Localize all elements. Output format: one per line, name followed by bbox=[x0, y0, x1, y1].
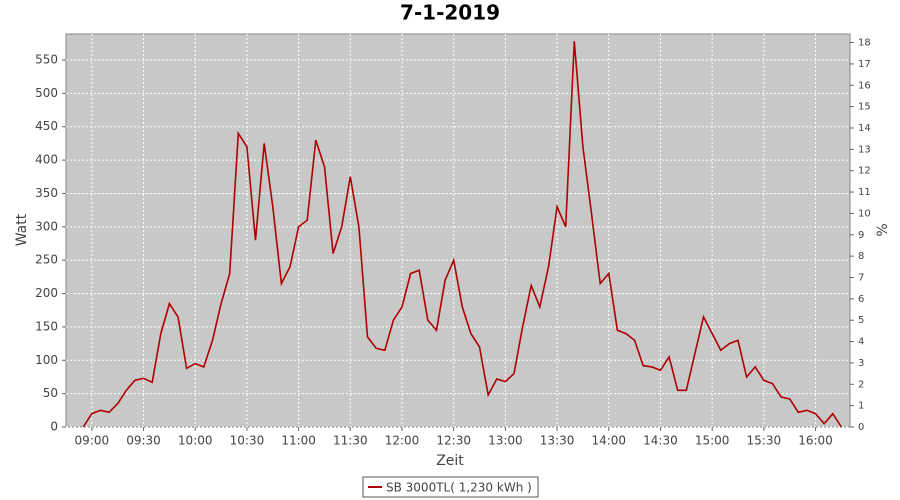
y2-tick-label: 13 bbox=[858, 144, 871, 155]
y-tick-label: 500 bbox=[35, 86, 58, 100]
y2-tick-label: 1 bbox=[858, 401, 864, 412]
y-tick-label: 200 bbox=[35, 286, 58, 300]
y2-tick-label: 7 bbox=[858, 272, 864, 283]
y-tick-label: 50 bbox=[43, 386, 58, 400]
y2-tick-label: 4 bbox=[858, 337, 864, 348]
x-tick-label: 15:00 bbox=[695, 434, 730, 448]
y2-tick-label: 18 bbox=[858, 38, 871, 49]
x-tick-label: 09:00 bbox=[75, 434, 110, 448]
y2-tick-label: 17 bbox=[858, 59, 871, 70]
y2-tick-label: 11 bbox=[858, 187, 871, 198]
x-tick-label: 09:30 bbox=[126, 434, 161, 448]
y-axis-label: Watt bbox=[14, 213, 30, 246]
y-tick-label: 150 bbox=[35, 319, 58, 333]
y2-tick-label: 2 bbox=[858, 379, 864, 390]
y2-tick-label: 5 bbox=[858, 315, 864, 326]
y-tick-label: 350 bbox=[35, 186, 58, 200]
x-tick-label: 11:30 bbox=[333, 434, 368, 448]
legend-box bbox=[362, 476, 539, 498]
y-tick-label: 250 bbox=[35, 253, 58, 267]
x-tick-label: 15:30 bbox=[747, 434, 782, 448]
x-tick-label: 16:00 bbox=[798, 434, 833, 448]
y2-tick-label: 10 bbox=[858, 208, 871, 219]
x-tick-label: 14:30 bbox=[643, 434, 678, 448]
x-axis-label: Zeit bbox=[436, 453, 464, 469]
x-tick-label: 12:30 bbox=[436, 434, 471, 448]
y2-tick-label: 14 bbox=[858, 123, 871, 134]
y-tick-label: 550 bbox=[35, 53, 58, 67]
y2-tick-label: 16 bbox=[858, 80, 871, 91]
y2-tick-label: 9 bbox=[858, 230, 864, 241]
y-tick-label: 400 bbox=[35, 153, 58, 167]
x-tick-label: 14:00 bbox=[591, 434, 626, 448]
y2-tick-label: 6 bbox=[858, 294, 864, 305]
x-tick-label: 12:00 bbox=[385, 434, 420, 448]
x-tick-label: 13:00 bbox=[488, 434, 523, 448]
chart-title: 7-1-2019 bbox=[400, 1, 500, 25]
x-tick-label: 13:30 bbox=[540, 434, 575, 448]
y-tick-label: 300 bbox=[35, 219, 58, 233]
y2-tick-label: 8 bbox=[858, 251, 864, 262]
x-tick-label: 10:30 bbox=[230, 434, 265, 448]
y2-tick-label: 12 bbox=[858, 166, 871, 177]
y-tick-label: 450 bbox=[35, 119, 58, 133]
y2-tick-label: 15 bbox=[858, 102, 871, 113]
y-tick-label: 100 bbox=[35, 353, 58, 367]
y-tick-label: 0 bbox=[50, 420, 58, 434]
plot-area bbox=[65, 33, 851, 428]
y2-tick-label: 0 bbox=[858, 422, 864, 433]
y2-tick-label: 3 bbox=[858, 358, 864, 369]
legend-label: SB 3000TL( 1,230 kWh ) bbox=[386, 481, 532, 495]
x-tick-label: 10:00 bbox=[178, 434, 213, 448]
x-tick-label: 11:00 bbox=[281, 434, 316, 448]
y2-axis-label: % bbox=[875, 223, 891, 236]
data-line bbox=[82, 41, 843, 428]
